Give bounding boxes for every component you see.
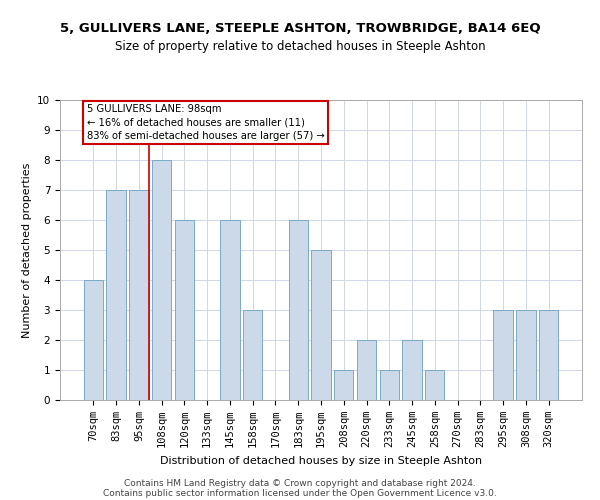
Bar (516, 310, 536, 400)
Bar (289, 220, 308, 400)
Text: Size of property relative to detached houses in Steeple Ashton: Size of property relative to detached ho… (115, 40, 485, 53)
Text: Contains HM Land Registry data © Crown copyright and database right 2024.: Contains HM Land Registry data © Crown c… (124, 478, 476, 488)
Bar (334, 370, 353, 400)
Bar (539, 310, 558, 400)
Bar (243, 310, 262, 400)
Bar (106, 190, 126, 400)
Bar (357, 340, 376, 400)
Text: 5 GULLIVERS LANE: 98sqm
← 16% of detached houses are smaller (11)
83% of semi-de: 5 GULLIVERS LANE: 98sqm ← 16% of detache… (86, 104, 325, 141)
Bar (403, 340, 422, 400)
Bar (175, 220, 194, 400)
Bar (84, 280, 103, 400)
Text: 5, GULLIVERS LANE, STEEPLE ASHTON, TROWBRIDGE, BA14 6EQ: 5, GULLIVERS LANE, STEEPLE ASHTON, TROWB… (59, 22, 541, 36)
Bar (380, 370, 399, 400)
Bar (220, 220, 239, 400)
Bar (129, 190, 149, 400)
X-axis label: Distribution of detached houses by size in Steeple Ashton: Distribution of detached houses by size … (160, 456, 482, 466)
Text: Contains public sector information licensed under the Open Government Licence v3: Contains public sector information licen… (103, 488, 497, 498)
Bar (493, 310, 513, 400)
Bar (152, 160, 172, 400)
Y-axis label: Number of detached properties: Number of detached properties (22, 162, 32, 338)
Bar (311, 250, 331, 400)
Bar (425, 370, 445, 400)
